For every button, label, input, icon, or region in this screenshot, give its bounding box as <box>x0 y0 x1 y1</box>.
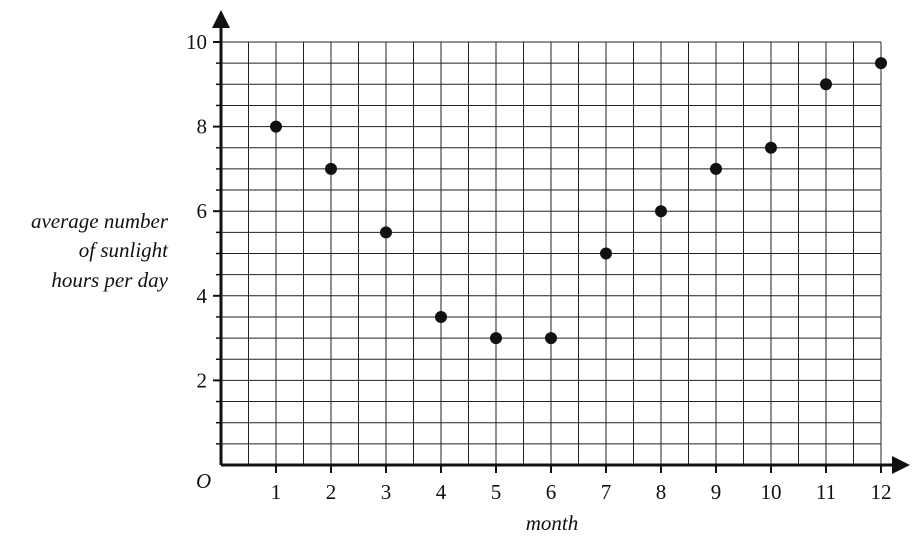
x-tick-label: 1 <box>271 480 282 504</box>
origin-label: O <box>196 469 211 493</box>
y-tick-label: 4 <box>197 284 208 308</box>
x-tick-label: 11 <box>816 480 836 504</box>
x-tick-label: 3 <box>381 480 392 504</box>
data-point <box>490 332 502 345</box>
y-axis-label-line-1: average number <box>31 209 169 233</box>
y-tick-label: 6 <box>197 199 208 223</box>
x-tick-label: 10 <box>761 480 782 504</box>
data-point <box>380 226 392 239</box>
data-point <box>600 247 612 260</box>
data-point <box>820 78 832 91</box>
data-point <box>710 162 722 175</box>
y-axis-label-line-3: hours per day <box>51 268 168 292</box>
x-tick-label: 2 <box>326 480 337 504</box>
x-tick-label: 8 <box>656 480 667 504</box>
x-tick-label: 4 <box>436 480 447 504</box>
x-tick-label: 7 <box>601 480 612 504</box>
y-tick-label: 8 <box>197 115 208 139</box>
x-tick-label: 9 <box>711 480 722 504</box>
axes <box>212 10 910 474</box>
x-axis-label: month <box>526 511 579 535</box>
x-tick-label: 5 <box>491 480 502 504</box>
data-point <box>435 310 447 323</box>
data-point <box>875 57 887 70</box>
y-axis-label-line-2: of sunlight <box>79 238 169 262</box>
y-tick-label: 10 <box>186 30 207 54</box>
x-tick-label: 6 <box>546 480 557 504</box>
x-tick-label: 12 <box>871 480 892 504</box>
y-tick-label: 2 <box>197 368 208 392</box>
data-points <box>270 57 887 345</box>
y-axis-arrowhead <box>212 10 230 28</box>
data-point <box>655 205 667 218</box>
data-point <box>545 332 557 345</box>
data-point <box>325 162 337 175</box>
grid <box>221 41 882 465</box>
data-point <box>270 120 282 133</box>
x-axis-arrowhead <box>892 456 910 474</box>
data-point <box>765 141 777 154</box>
